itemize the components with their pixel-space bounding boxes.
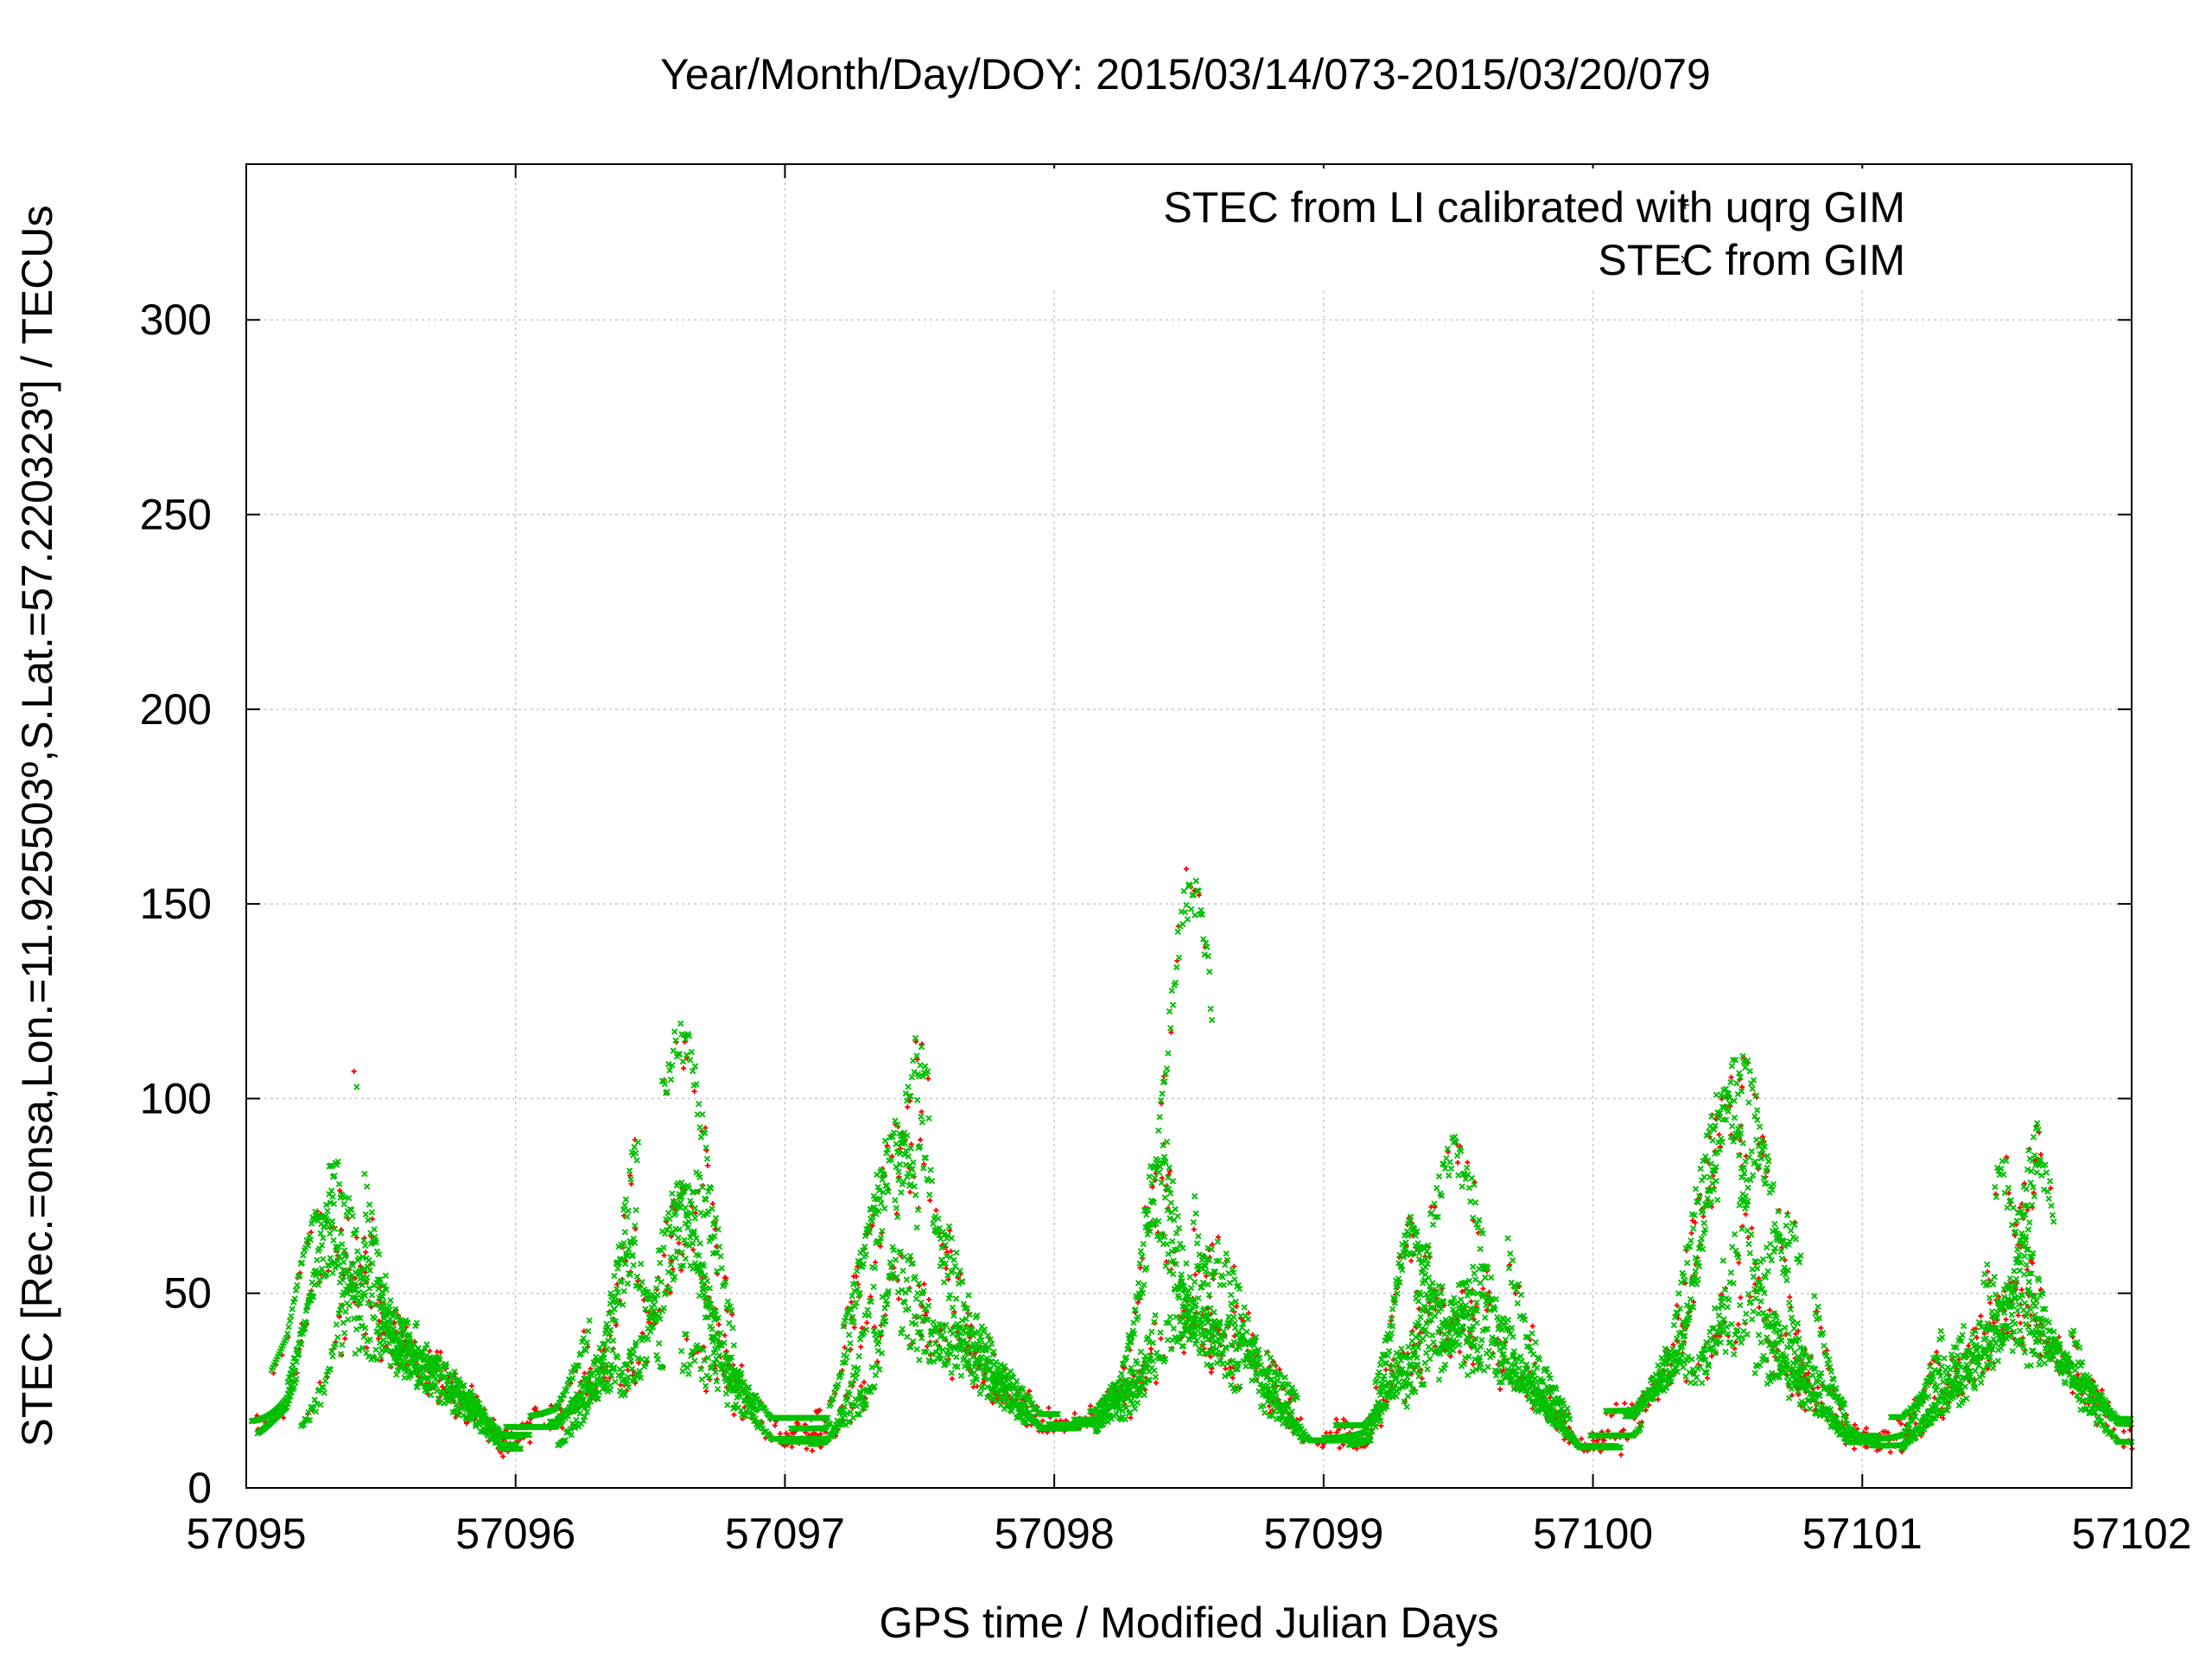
- legend-marker-gim: ×: [1680, 251, 1690, 270]
- x-tick-label: 57102: [2071, 1510, 2191, 1558]
- legend-background: [1028, 168, 2091, 289]
- x-tick-label: 57098: [995, 1510, 1115, 1558]
- x-tick-label: 57096: [455, 1510, 575, 1558]
- series-gim-marks: [248, 877, 2135, 1452]
- y-tick-label: 100: [140, 1074, 212, 1122]
- series-li-calibrated-marks: [253, 866, 2135, 1459]
- legend: STEC from LI calibrated with uqrg GIM + …: [1028, 168, 2091, 289]
- y-tick-label: 50: [163, 1269, 212, 1318]
- grid-lines: [246, 164, 2132, 1488]
- x-tick-label: 57099: [1263, 1510, 1383, 1558]
- x-tick-label: 57100: [1533, 1510, 1653, 1558]
- plot-frame: [245, 163, 2133, 1489]
- axis-ticks: 57095 57096 57097 57098 57099 57100 57101 57102…: [140, 164, 2192, 1558]
- y-tick-label: 200: [140, 685, 212, 734]
- series-li-calibrated: [253, 866, 2135, 1459]
- y-axis-label: STEC [Rec.=onsa,Lon.=11.925503º,S.Lat.=5…: [13, 206, 61, 1447]
- legend-label-li: STEC from LI calibrated with uqrg GIM: [1163, 183, 1905, 232]
- legend-marker-li: +: [1680, 196, 1690, 215]
- y-tick-label: 300: [140, 296, 212, 344]
- y-tick-label: 150: [140, 880, 212, 928]
- x-tick-label: 57097: [725, 1510, 845, 1558]
- x-tick-label: 57101: [1802, 1510, 1923, 1558]
- series-gim: [248, 877, 2135, 1452]
- y-tick-label: 0: [188, 1464, 212, 1512]
- y-tick-label: 250: [140, 491, 212, 539]
- x-tick-label: 57095: [186, 1510, 306, 1558]
- legend-label-gim: STEC from GIM: [1598, 236, 1905, 284]
- data-points: [248, 866, 2135, 1459]
- chart-title: Year/Month/Day/DOY: 2015/03/14/073-2015/…: [660, 50, 1711, 99]
- x-axis-label: GPS time / Modified Julian Days: [880, 1599, 1499, 1647]
